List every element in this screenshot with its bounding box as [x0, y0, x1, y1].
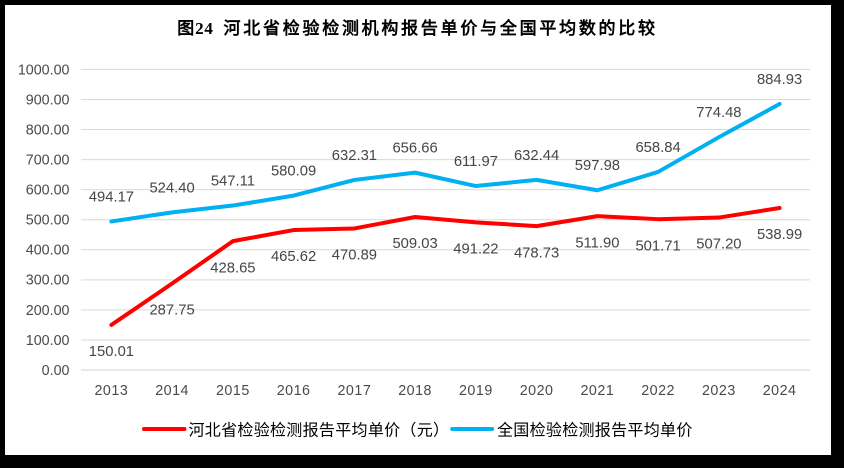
svg-text:300.00: 300.00 [26, 273, 70, 289]
svg-text:2023: 2023 [702, 383, 736, 399]
svg-text:图24: 图24 [177, 19, 213, 38]
svg-text:597.98: 597.98 [575, 158, 620, 174]
svg-text:400.00: 400.00 [26, 243, 70, 259]
svg-text:470.89: 470.89 [332, 248, 377, 264]
svg-text:507.20: 507.20 [696, 237, 741, 253]
svg-text:0.00: 0.00 [42, 363, 70, 379]
svg-text:656.66: 656.66 [392, 141, 437, 157]
svg-text:2013: 2013 [94, 383, 128, 399]
svg-text:511.90: 511.90 [575, 235, 619, 251]
svg-text:524.40: 524.40 [149, 180, 194, 196]
svg-text:600.00: 600.00 [26, 183, 70, 199]
svg-text:800.00: 800.00 [26, 122, 70, 138]
svg-text:538.99: 538.99 [757, 227, 802, 243]
svg-text:774.48: 774.48 [696, 105, 741, 121]
svg-text:611.97: 611.97 [454, 154, 498, 170]
svg-text:501.71: 501.71 [635, 238, 680, 254]
svg-text:2014: 2014 [155, 383, 189, 399]
svg-text:287.75: 287.75 [149, 303, 194, 319]
svg-text:700.00: 700.00 [26, 153, 70, 169]
svg-text:100.00: 100.00 [26, 333, 70, 349]
svg-text:河北省检验检测报告平均单价（元）: 河北省检验检测报告平均单价（元） [189, 421, 450, 439]
svg-text:2024: 2024 [763, 383, 797, 399]
svg-text:428.65: 428.65 [210, 260, 255, 276]
svg-text:632.31: 632.31 [332, 148, 377, 164]
svg-text:500.00: 500.00 [26, 213, 70, 229]
svg-text:1000.00: 1000.00 [18, 62, 70, 78]
svg-text:河北省检验检测机构报告单价与全国平均数的比较: 河北省检验检测机构报告单价与全国平均数的比较 [224, 18, 658, 38]
svg-text:2019: 2019 [459, 383, 493, 399]
svg-text:465.62: 465.62 [271, 249, 316, 265]
svg-text:150.01: 150.01 [89, 344, 134, 360]
svg-text:900.00: 900.00 [26, 92, 70, 108]
svg-text:2020: 2020 [520, 383, 554, 399]
svg-text:2015: 2015 [216, 383, 250, 399]
svg-text:2017: 2017 [337, 383, 371, 399]
svg-text:884.93: 884.93 [757, 72, 802, 88]
svg-text:632.44: 632.44 [514, 148, 559, 164]
svg-text:2022: 2022 [641, 383, 675, 399]
svg-text:全国检验检测报告平均单价: 全国检验检测报告平均单价 [497, 421, 693, 439]
svg-text:658.84: 658.84 [635, 140, 680, 156]
svg-text:509.03: 509.03 [392, 236, 437, 252]
svg-text:200.00: 200.00 [26, 303, 70, 319]
svg-text:2021: 2021 [580, 383, 614, 399]
svg-text:478.73: 478.73 [514, 245, 559, 261]
svg-text:494.17: 494.17 [89, 189, 134, 205]
svg-text:491.22: 491.22 [453, 242, 498, 258]
svg-text:580.09: 580.09 [271, 164, 316, 180]
svg-text:2016: 2016 [277, 383, 311, 399]
svg-text:547.11: 547.11 [211, 173, 255, 189]
svg-text:2018: 2018 [398, 383, 432, 399]
